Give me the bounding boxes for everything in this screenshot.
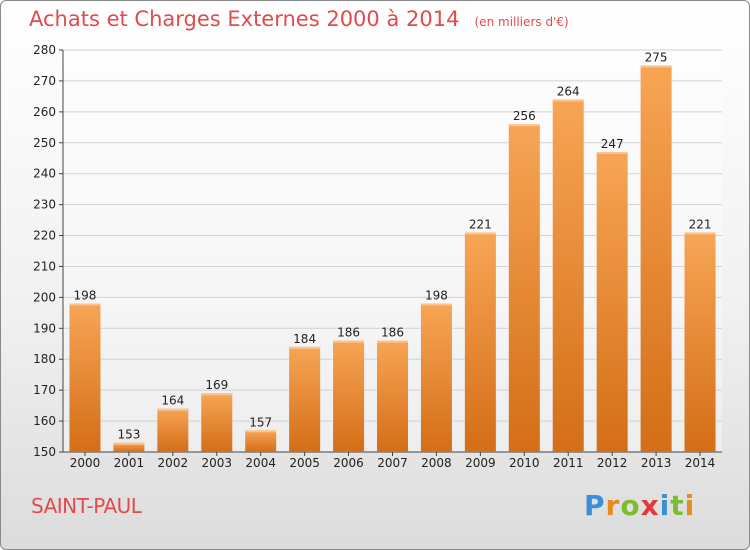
data-label: 186 bbox=[337, 326, 360, 340]
y-tick-label: 220 bbox=[33, 229, 56, 243]
bar bbox=[333, 340, 365, 452]
data-label: 164 bbox=[161, 394, 184, 408]
bar-highlight bbox=[420, 303, 452, 306]
bar bbox=[684, 232, 716, 452]
y-tick-label: 210 bbox=[33, 259, 56, 273]
x-tick-label: 2012 bbox=[597, 456, 628, 470]
x-tick-label: 2014 bbox=[685, 456, 716, 470]
bar bbox=[552, 99, 584, 452]
y-tick-label: 190 bbox=[33, 321, 56, 335]
logo-letter: x bbox=[640, 489, 660, 522]
bar bbox=[596, 152, 628, 453]
x-tick-label: 2008 bbox=[421, 456, 452, 470]
bar bbox=[508, 124, 540, 452]
x-tick-label: 2000 bbox=[70, 456, 101, 470]
x-tick-label: 2005 bbox=[289, 456, 320, 470]
y-tick-label: 150 bbox=[33, 445, 56, 459]
y-tick-label: 170 bbox=[33, 383, 56, 397]
x-tick-label: 2004 bbox=[245, 456, 276, 470]
x-tick-label: 2010 bbox=[509, 456, 540, 470]
data-label: 198 bbox=[74, 289, 97, 303]
logo-letter: t bbox=[670, 489, 685, 522]
data-label: 153 bbox=[117, 428, 140, 442]
y-tick-label: 200 bbox=[33, 290, 56, 304]
bar-highlight bbox=[245, 430, 277, 433]
y-tick-label: 230 bbox=[33, 198, 56, 212]
data-label: 184 bbox=[293, 332, 316, 346]
title-row: Achats et Charges Externes 2000 à 2014 (… bbox=[29, 7, 569, 31]
data-label: 221 bbox=[689, 217, 712, 231]
logo-letter: r bbox=[605, 489, 621, 522]
bar-highlight bbox=[377, 340, 408, 343]
data-label: 169 bbox=[205, 378, 228, 392]
data-label: 186 bbox=[381, 326, 404, 340]
bar bbox=[420, 303, 452, 452]
data-label: 247 bbox=[601, 137, 624, 151]
bar bbox=[377, 340, 408, 452]
x-tick-label: 2009 bbox=[465, 456, 496, 470]
data-label: 275 bbox=[645, 50, 668, 64]
y-tick-label: 180 bbox=[33, 352, 56, 366]
proxiti-logo: Proxiti bbox=[584, 489, 695, 522]
chart-subtitle: (en milliers d'€) bbox=[474, 15, 569, 29]
bar bbox=[289, 346, 321, 452]
bar-highlight bbox=[157, 408, 189, 411]
y-tick-label: 240 bbox=[33, 167, 56, 181]
data-label: 264 bbox=[557, 84, 580, 98]
logo-letter: i bbox=[684, 489, 696, 522]
x-tick-label: 2011 bbox=[553, 456, 584, 470]
y-tick-label: 250 bbox=[33, 136, 56, 150]
bar bbox=[157, 408, 189, 452]
bar bbox=[113, 442, 145, 452]
bar-highlight bbox=[69, 303, 101, 306]
data-label: 198 bbox=[425, 289, 448, 303]
bar bbox=[640, 65, 672, 452]
x-tick-label: 2007 bbox=[377, 456, 408, 470]
bar-highlight bbox=[508, 124, 540, 127]
bar-highlight bbox=[640, 65, 672, 68]
bar-highlight bbox=[596, 152, 628, 155]
y-tick-label: 280 bbox=[33, 43, 56, 57]
bar-highlight bbox=[464, 232, 496, 235]
data-label: 221 bbox=[469, 217, 492, 231]
bar-highlight bbox=[552, 99, 584, 102]
bar-highlight bbox=[289, 346, 321, 349]
x-tick-label: 2006 bbox=[333, 456, 364, 470]
bar-highlight bbox=[201, 393, 233, 396]
x-tick-label: 2002 bbox=[158, 456, 189, 470]
y-tick-label: 160 bbox=[33, 414, 56, 428]
data-label: 157 bbox=[249, 415, 272, 429]
x-tick-label: 2001 bbox=[114, 456, 145, 470]
bar-highlight bbox=[113, 442, 145, 445]
y-tick-label: 270 bbox=[33, 74, 56, 88]
logo-letter: P bbox=[584, 489, 606, 522]
x-tick-label: 2003 bbox=[201, 456, 232, 470]
bar bbox=[245, 430, 277, 452]
bar-highlight bbox=[684, 232, 716, 235]
chart-title: Achats et Charges Externes 2000 à 2014 bbox=[29, 7, 460, 31]
commune-name: SAINT-PAUL bbox=[31, 494, 142, 518]
bar bbox=[464, 232, 496, 452]
y-tick-label: 260 bbox=[33, 105, 56, 119]
x-tick-label: 2013 bbox=[641, 456, 672, 470]
bar bbox=[69, 303, 101, 452]
logo-letter: i bbox=[659, 489, 671, 522]
data-label: 256 bbox=[513, 109, 536, 123]
logo-letter: o bbox=[620, 489, 641, 522]
bar-highlight bbox=[333, 340, 365, 343]
bar bbox=[201, 393, 233, 452]
